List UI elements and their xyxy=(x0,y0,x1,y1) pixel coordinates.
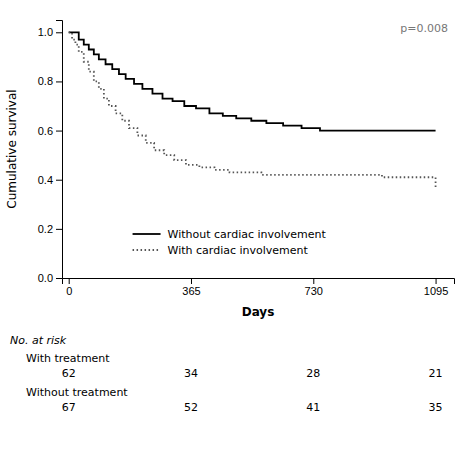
y-tick: 0.4 xyxy=(38,174,62,186)
y-tick-mark xyxy=(56,32,62,33)
x-tick-mark xyxy=(436,278,437,284)
y-axis: 0.0 0.2 0.4 0.6 0.8 1.0 xyxy=(38,21,63,285)
x-axis-title: Days xyxy=(242,305,275,319)
y-tick-mark xyxy=(56,131,62,132)
risk-row-label: Without treatment xyxy=(26,386,128,399)
y-tick: 0.6 xyxy=(38,125,62,137)
risk-table: No. at risk With treatment 62 34 28 21 Without… xyxy=(10,334,443,414)
y-tick-label: 0.2 xyxy=(38,223,53,235)
risk-table-title: No. at risk xyxy=(10,334,67,347)
y-tick-label: 0.4 xyxy=(38,174,53,186)
y-axis-line xyxy=(56,21,63,279)
y-axis-title: Cumulative survival xyxy=(5,89,19,208)
risk-value: 41 xyxy=(306,401,320,414)
legend-item: With cardiac involvement xyxy=(133,244,309,257)
x-axis: 0 365 730 1095 xyxy=(63,278,455,297)
y-tick-label: 0.0 xyxy=(38,272,53,284)
risk-value: 52 xyxy=(184,401,198,414)
legend-label: With cardiac involvement xyxy=(168,244,309,257)
annotation: p=0.008 xyxy=(400,22,448,35)
y-tick-label: 1.0 xyxy=(38,26,53,38)
risk-value: 21 xyxy=(429,367,443,380)
y-tick: 0.8 xyxy=(38,75,62,87)
y-tick-mark xyxy=(56,81,62,82)
x-tick-label: 1095 xyxy=(424,285,448,297)
legend-swatch xyxy=(133,233,161,235)
risk-value: 35 xyxy=(429,401,443,414)
x-tick-label: 730 xyxy=(305,285,323,297)
y-tick-mark xyxy=(56,180,62,181)
y-tick: 0.0 xyxy=(38,272,62,284)
x-tick-mark xyxy=(313,278,314,284)
survival-line xyxy=(69,32,436,130)
x-tick-label: 0 xyxy=(66,285,72,297)
x-tick: 1095 xyxy=(424,278,448,297)
survival-line xyxy=(69,32,436,187)
legend-item: Without cardiac involvement xyxy=(133,228,327,241)
legend-swatch xyxy=(133,249,161,251)
risk-row-label: With treatment xyxy=(26,352,110,365)
x-tick: 730 xyxy=(305,278,323,297)
risk-value: 34 xyxy=(184,367,198,380)
risk-value: 67 xyxy=(62,401,76,414)
chart-svg: 0 365 730 1095 0.0 0.2 0.4 0.6 0.8 1.0 p=0.008 With… xyxy=(0,0,474,450)
x-tick: 0 xyxy=(66,278,72,297)
y-tick-mark xyxy=(56,278,62,279)
risk-value: 28 xyxy=(306,367,320,380)
series-group xyxy=(69,32,436,187)
y-tick: 0.2 xyxy=(38,223,62,235)
y-tick: 1.0 xyxy=(38,26,62,38)
legend-label: Without cardiac involvement xyxy=(168,228,327,241)
y-tick-label: 0.8 xyxy=(38,75,53,87)
x-tick-mark xyxy=(191,278,192,284)
x-tick-label: 365 xyxy=(182,285,200,297)
risk-value: 62 xyxy=(62,367,76,380)
y-tick-label: 0.6 xyxy=(38,125,53,137)
x-axis-line xyxy=(63,279,455,285)
legend: Without cardiac involvement With cardiac … xyxy=(133,228,327,257)
x-tick: 365 xyxy=(182,278,200,297)
y-tick-mark xyxy=(56,229,62,230)
x-tick-mark xyxy=(69,278,70,284)
plot-area: 0 365 730 1095 0.0 0.2 0.4 0.6 0.8 1.0 p=0.008 With… xyxy=(38,21,455,297)
